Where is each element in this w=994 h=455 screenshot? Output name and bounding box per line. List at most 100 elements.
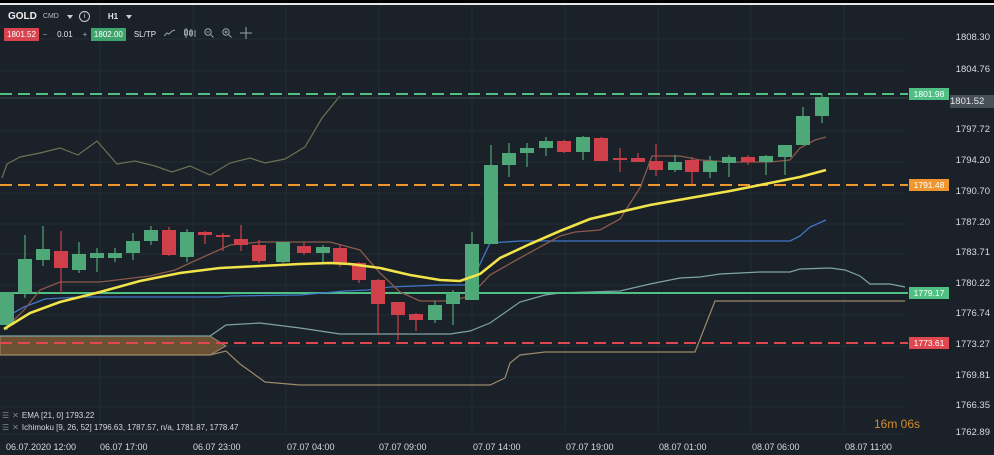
- time-axis-label: 06.07.2020 12:00: [6, 442, 77, 452]
- price-axis-label: 1808.30: [955, 32, 990, 43]
- ema-legend-text: EMA [21, 0] 1793.22: [21, 411, 95, 420]
- candle-bearish: [198, 232, 212, 235]
- sell-button[interactable]: 1801.52: [4, 28, 39, 41]
- candle-bullish: [465, 244, 479, 300]
- candle-bullish: [0, 292, 14, 325]
- candle-bearish: [297, 246, 311, 253]
- candle-bearish: [594, 138, 608, 161]
- candle-bullish: [539, 141, 553, 148]
- chart-header: GOLD CMD i H1: [8, 11, 133, 22]
- ichimoku-legend: ☰ ✕ Ichimoku [9, 26, 52] 1796.63, 1787.57,…: [2, 423, 239, 432]
- candle-bullish: [778, 145, 792, 157]
- line-chart-icon[interactable]: [163, 29, 176, 40]
- tenkan-sen-line: [3, 136, 827, 331]
- time-axis-label: 08.07 01:00: [659, 442, 707, 452]
- kumo-cloud-bearish: [0, 335, 227, 356]
- candle-bullish: [815, 97, 829, 116]
- candle-bearish: [216, 235, 230, 237]
- price-axis-label: 1780.22: [955, 278, 990, 289]
- price-axis-label: 1773.27: [955, 339, 990, 350]
- candle-bearish: [252, 245, 266, 261]
- price-axis-label: 1762.89: [955, 427, 990, 438]
- price-axis-label: 1794.20: [955, 155, 990, 166]
- quantity-increase-button[interactable]: +: [82, 30, 88, 39]
- time-axis-label: 07.07 04:00: [287, 442, 335, 452]
- current-price-tag: 1801.52: [950, 95, 994, 108]
- crosshair-icon[interactable]: [240, 27, 253, 42]
- candle-bearish: [741, 157, 755, 162]
- chart-area[interactable]: GOLD CMD i H1 1801.52 − 0.01 + 1802.00 S…: [0, 5, 994, 455]
- sltp-button[interactable]: SL/TP: [133, 30, 157, 39]
- time-axis-label: 07.07 19:00: [566, 442, 614, 452]
- price-plot[interactable]: [0, 5, 994, 455]
- candle-bearish: [631, 158, 645, 162]
- candle-bearish: [557, 141, 571, 152]
- candle-bearish: [409, 314, 423, 320]
- senkou-span-b-line: [0, 300, 905, 386]
- window-top-border: [0, 3, 994, 5]
- price-axis-label: 1769.81: [955, 370, 990, 381]
- candle-bullish: [276, 242, 290, 262]
- remove-indicator-icon[interactable]: ✕: [12, 423, 19, 432]
- symbol-dropdown-icon[interactable]: [66, 14, 73, 19]
- time-axis-label: 07.07 14:00: [473, 442, 521, 452]
- timeframe-selector[interactable]: H1: [107, 12, 119, 21]
- trade-panel: 1801.52 − 0.01 + 1802.00 SL/TP: [4, 27, 253, 42]
- candle-bearish: [649, 161, 663, 170]
- chikou-span-line: [1, 95, 341, 179]
- quantity-input[interactable]: 0.01: [57, 30, 73, 39]
- candle-bearish: [352, 263, 366, 280]
- price-axis-label: 1776.74: [955, 308, 990, 319]
- candle-bearish: [371, 280, 385, 304]
- price-axis-label: 1766.35: [955, 400, 990, 411]
- ema-21-line: [3, 168, 827, 331]
- candle-bearish: [613, 158, 627, 160]
- price-axis-label: 1790.70: [955, 186, 990, 197]
- candle-bullish: [108, 253, 122, 258]
- candle-bullish: [703, 161, 717, 172]
- candle-bullish: [90, 253, 104, 258]
- time-axis-label: 06.07 23:00: [193, 442, 241, 452]
- candle-bearish: [333, 248, 347, 263]
- candle-bearish: [685, 160, 699, 172]
- zoom-out-icon[interactable]: [204, 28, 214, 41]
- candle-bullish: [759, 156, 773, 162]
- price-line-tag[interactable]: 1773.61: [909, 337, 949, 349]
- time-axis-label: 08.07 06:00: [752, 442, 800, 452]
- indicator-settings-icon[interactable]: ☰: [2, 411, 10, 420]
- candle-bullish: [180, 232, 194, 257]
- time-axis-label: 07.07 09:00: [379, 442, 427, 452]
- price-axis-label: 1804.76: [955, 64, 990, 75]
- remove-indicator-icon[interactable]: ✕: [12, 411, 19, 420]
- price-line-tag[interactable]: 1801.98: [909, 88, 949, 100]
- candle-bullish: [722, 157, 736, 163]
- candle-bullish: [668, 162, 682, 170]
- price-line-tag[interactable]: 1791.48: [909, 179, 949, 191]
- candle-countdown-timer: 16m 06s: [874, 417, 921, 431]
- candle-bullish: [126, 241, 140, 253]
- symbol-label[interactable]: GOLD: [8, 11, 37, 22]
- timeframe-dropdown-icon[interactable]: [126, 14, 133, 19]
- candle-bullish: [446, 293, 460, 304]
- candle-bullish: [576, 137, 590, 152]
- price-line-tag[interactable]: 1779.17: [909, 287, 949, 299]
- kijun-sen-line: [3, 219, 827, 319]
- price-axis-label: 1787.20: [955, 217, 990, 228]
- candle-bearish: [54, 251, 68, 268]
- candle-bearish: [162, 230, 176, 255]
- ichimoku-legend-text: Ichimoku [9, 26, 52] 1796.63, 1787.57, n…: [21, 423, 239, 432]
- info-icon[interactable]: i: [78, 11, 90, 22]
- candle-bullish: [428, 305, 442, 320]
- candle-type-icon[interactable]: [184, 28, 196, 41]
- time-axis-label: 06.07 17:00: [100, 442, 148, 452]
- quantity-decrease-button[interactable]: −: [42, 30, 48, 39]
- zoom-in-icon[interactable]: [222, 28, 232, 41]
- market-label: CMD: [42, 13, 59, 20]
- candle-bullish: [796, 116, 810, 145]
- buy-button[interactable]: 1802.00: [90, 28, 126, 41]
- candle-bullish: [72, 254, 86, 270]
- candle-bullish: [18, 259, 32, 293]
- indicator-settings-icon[interactable]: ☰: [2, 423, 10, 432]
- candle-bullish: [316, 247, 330, 253]
- ema-legend: ☰ ✕ EMA [21, 0] 1793.22: [2, 411, 94, 420]
